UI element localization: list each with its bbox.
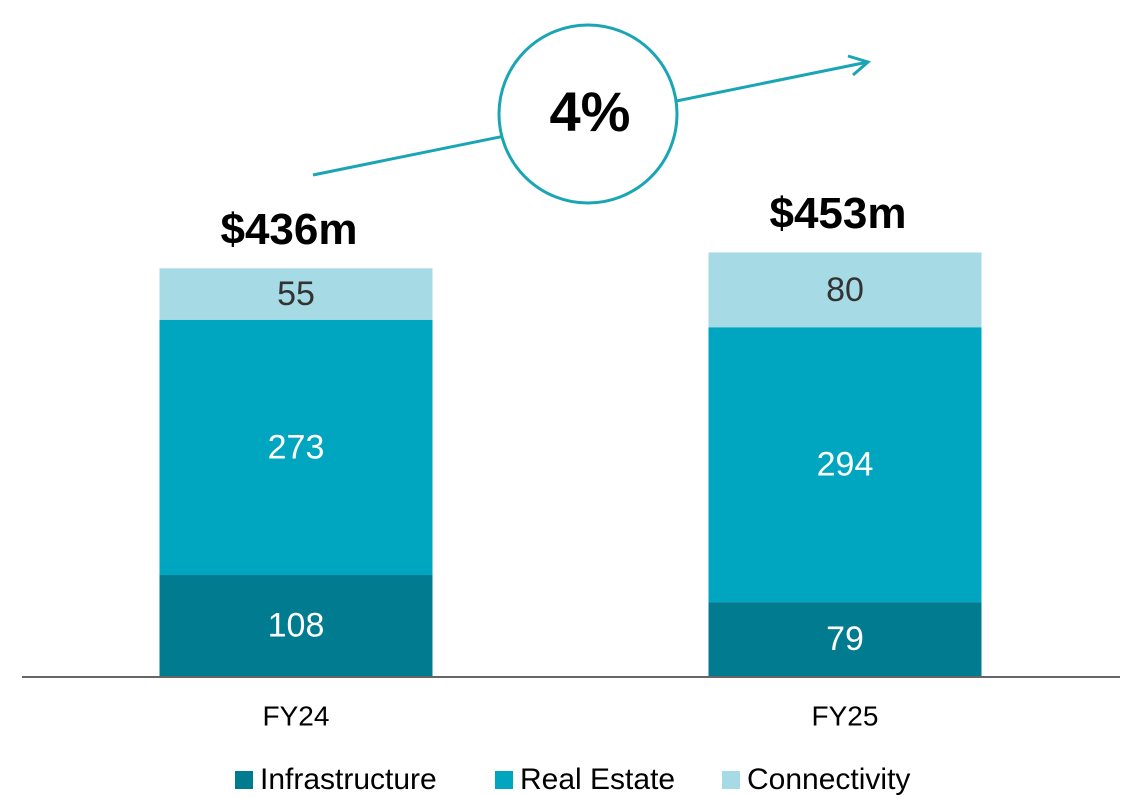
segment-label: 80 xyxy=(826,271,864,309)
bar-segment xyxy=(159,268,433,320)
bar-segment xyxy=(159,575,433,676)
segment-label: 273 xyxy=(268,428,325,466)
growth-label: 4% xyxy=(550,80,631,143)
total-label: $436m xyxy=(220,205,357,254)
segment-label: 55 xyxy=(277,275,315,313)
legend-swatch xyxy=(722,771,740,789)
bar-segment xyxy=(708,602,982,676)
legend-label: Real Estate xyxy=(520,763,675,796)
legend-label: Connectivity xyxy=(747,763,910,796)
segment-label: 79 xyxy=(826,620,864,658)
x-tick-label: FY25 xyxy=(812,700,879,731)
bar-segment xyxy=(708,327,982,603)
segment-label: 294 xyxy=(817,446,874,484)
arrow-head xyxy=(847,54,872,77)
growth-circle xyxy=(497,23,679,205)
legend-swatch xyxy=(495,771,513,789)
bar-segment xyxy=(708,252,982,328)
x-tick-label: FY24 xyxy=(263,700,330,731)
bar-segment xyxy=(159,319,433,576)
segment-label: 108 xyxy=(268,606,325,644)
legend-swatch xyxy=(235,771,253,789)
total-label: $453m xyxy=(769,189,906,238)
legend-label: Infrastructure xyxy=(260,763,437,796)
